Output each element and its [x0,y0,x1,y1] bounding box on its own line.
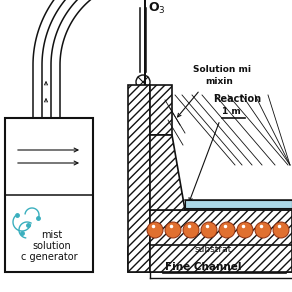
Text: solution: solution [33,241,71,251]
Text: Reaction: Reaction [213,94,261,104]
Circle shape [237,222,253,238]
Polygon shape [172,90,292,210]
Text: Solution mi: Solution mi [193,65,251,74]
Circle shape [183,222,199,238]
Text: 1 m: 1 m [222,107,241,116]
Circle shape [255,222,271,238]
Bar [5,118,93,272]
Bar [150,85,172,135]
Bar [128,85,150,272]
Bar [185,200,292,208]
Circle shape [165,222,181,238]
Circle shape [219,222,235,238]
Circle shape [147,222,163,238]
Text: mist: mist [41,230,62,240]
Text: O$_3$: O$_3$ [148,1,166,16]
Bar [150,244,292,272]
Circle shape [273,222,289,238]
Bar [128,247,292,272]
Circle shape [201,222,217,238]
Bar [150,210,292,245]
Text: c generator: c generator [21,252,77,262]
Polygon shape [150,135,185,210]
Text: mixin: mixin [205,77,233,86]
Text: substrat: substrat [195,245,232,254]
Text: Fine Channel: Fine Channel [165,262,241,272]
